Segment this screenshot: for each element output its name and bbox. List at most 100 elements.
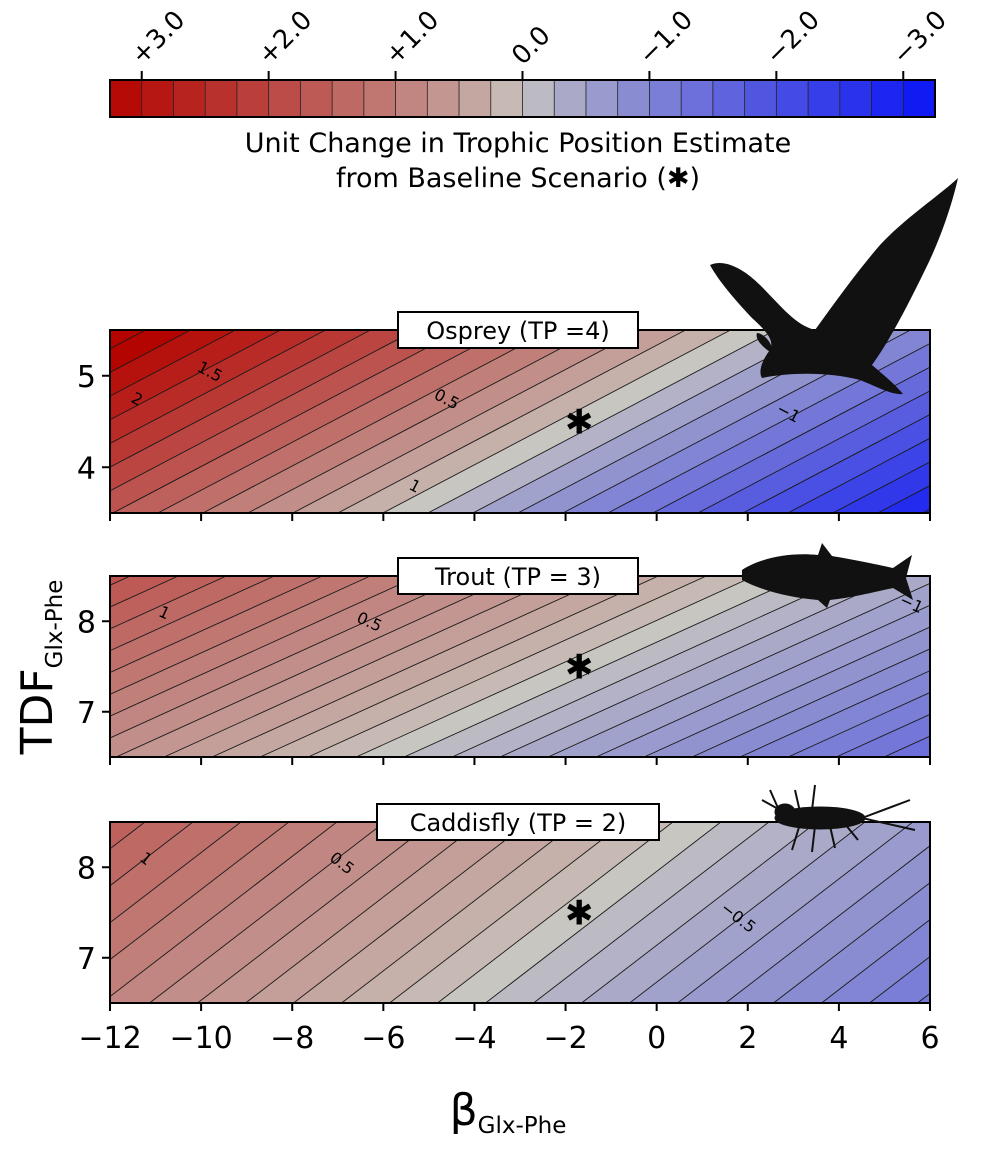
colorbar-cell (775, 79, 809, 118)
panel-title-box (397, 311, 639, 349)
contour-line (163, 576, 563, 757)
contour-line (725, 845, 930, 1003)
colorbar-cell (236, 79, 270, 118)
contour-line (403, 576, 803, 757)
contour-line (787, 437, 930, 513)
colorbar-cell (680, 79, 714, 118)
contour-line (629, 822, 866, 1003)
contour-band (292, 330, 686, 513)
contour-line (0, 330, 11, 513)
contour-line (341, 822, 578, 1003)
colorbar-cell (871, 79, 904, 118)
x-tick-label: 2 (738, 1021, 757, 1056)
contour-band (966, 822, 1007, 1003)
contour-band (0, 822, 49, 1003)
colorbar-title-line2: from Baseline Scenario (✱) (336, 163, 700, 194)
contour-band (157, 330, 551, 513)
contour-band (427, 330, 821, 513)
contour-band (382, 330, 776, 513)
y-tick-label: 5 (77, 360, 96, 395)
contour-line (149, 822, 386, 1003)
contour-line (110, 330, 281, 421)
contour-band (308, 576, 755, 757)
colorbar-cell (553, 79, 587, 118)
contour-band (517, 330, 911, 513)
colorbar-title-line1: Unit Change in Trophic Position Estimate (245, 128, 791, 159)
contour-line (773, 882, 930, 1003)
contour-band (922, 509, 930, 513)
colorbar-cell (331, 79, 365, 118)
contour-line (677, 822, 914, 1003)
svg-text:TDFGlx-Phe: TDFGlx-Phe (12, 580, 68, 756)
colorbar-cell (173, 79, 206, 118)
contour-band (202, 330, 596, 513)
colorbar-cell (268, 79, 302, 118)
contour-line (110, 576, 467, 739)
colorbar-cell (649, 79, 682, 118)
contour-line (0, 330, 56, 513)
colorbar-cell (617, 79, 651, 118)
contour-line (691, 648, 930, 757)
x-tick-label: −4 (452, 1021, 496, 1056)
y-tick-label: 7 (77, 942, 96, 977)
colorbar-cell (839, 79, 873, 118)
colorbar-tick-label: −1.0 (633, 5, 699, 71)
baseline-marker: ✱ (565, 648, 594, 688)
contour-line (202, 330, 551, 513)
contour-line (157, 330, 506, 513)
x-tick-label: −2 (543, 1021, 587, 1056)
x-tick-label: 4 (829, 1021, 848, 1056)
contour-line (547, 582, 930, 757)
contour-line (533, 822, 770, 1003)
contour-band (110, 576, 515, 757)
contour-line (595, 604, 930, 757)
contour-band (110, 822, 385, 1003)
x-axis-label-main: β (450, 1085, 478, 1136)
contour-line (110, 330, 236, 397)
contour-line (110, 576, 179, 608)
colorbar-tick-label: −3.0 (887, 5, 953, 71)
colorbar-cell (109, 79, 143, 118)
y-axis-label: TDFGlx-Phe (12, 580, 68, 756)
contour-band (0, 330, 11, 513)
contour-line (0, 822, 1, 1003)
x-tick-label: 6 (920, 1021, 939, 1056)
baseline-marker: ✱ (565, 403, 594, 443)
contour-line (110, 330, 191, 373)
caddisfly-silhouette (761, 784, 916, 853)
contour-band (0, 822, 1, 1003)
contour-band (212, 576, 659, 757)
colorbar-cell (490, 79, 524, 118)
contour-field: 1 0.5−1 (110, 576, 1007, 757)
contour-line (337, 330, 686, 513)
contour-band (164, 576, 611, 757)
contour-line (110, 822, 338, 998)
contour-line (382, 330, 731, 513)
contour-band (0, 330, 56, 513)
x-tick-label: −10 (169, 1021, 232, 1056)
osprey-silhouette (710, 178, 958, 395)
contour-band (260, 576, 707, 757)
contour-band (149, 822, 433, 1003)
contour-band (581, 822, 865, 1003)
contour-line (110, 822, 242, 924)
contour-band (980, 576, 1007, 757)
contour-line (110, 822, 194, 887)
contour-band (500, 576, 930, 757)
contour-band (533, 822, 817, 1003)
contour-line (307, 576, 707, 757)
x-axis-label: βGlx-Phe (450, 1085, 567, 1139)
colorbar-cell (426, 79, 460, 118)
contour-band (356, 576, 803, 757)
colorbar-cell (522, 79, 555, 118)
contour-line (966, 822, 1007, 1003)
contour-band (389, 822, 673, 1003)
colorbar-cell (712, 79, 746, 118)
contour-line (427, 330, 776, 513)
contour-line (0, 822, 49, 1003)
trout-silhouette (742, 543, 913, 608)
contour-band (341, 822, 625, 1003)
colorbar-cell (141, 79, 175, 118)
contour-line (485, 822, 722, 1003)
